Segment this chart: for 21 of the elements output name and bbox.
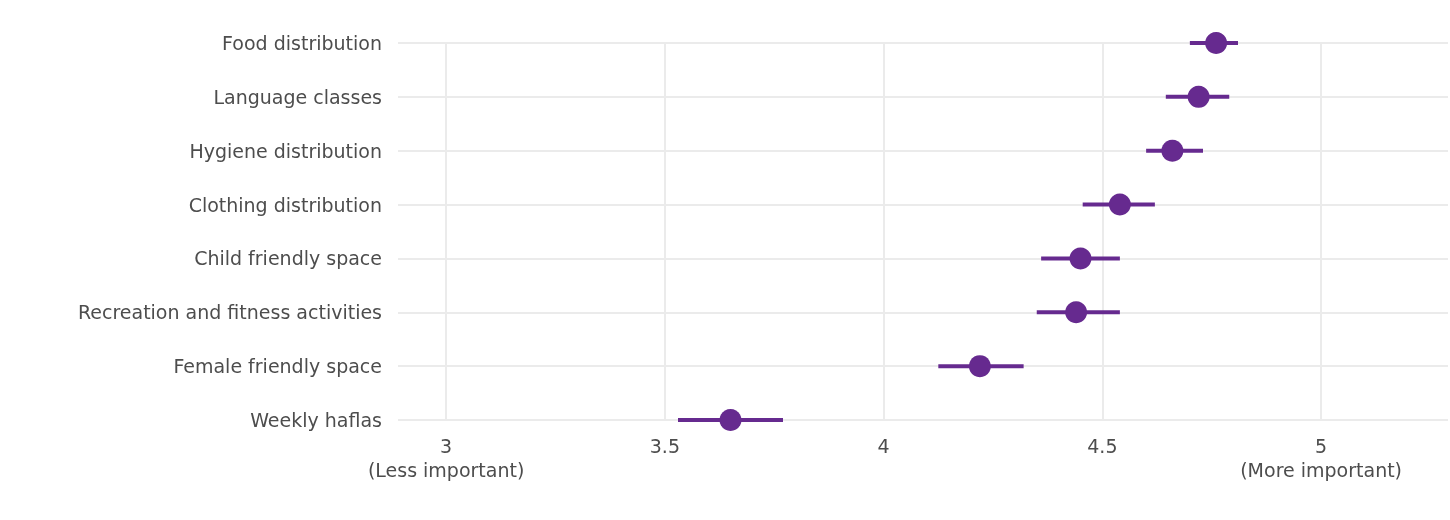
point (1187, 85, 1210, 108)
point (1161, 139, 1184, 162)
y-tick-label: Clothing distribution (188, 193, 382, 216)
point (1108, 193, 1131, 216)
point (1069, 247, 1092, 270)
y-tick-label: Child friendly space (194, 247, 382, 270)
point (719, 409, 742, 431)
y-tick-label: Hygiene distribution (189, 139, 382, 162)
y-tick-label: Recreation and fitness activities (77, 301, 382, 324)
x-tick-label: 4.5 (1087, 435, 1118, 457)
x-tick-label: 4 (877, 435, 890, 457)
y-tick-label: Language classes (213, 85, 382, 108)
y-tick-label: Weekly haflas (250, 409, 382, 431)
y-tick-label: Food distribution (222, 32, 382, 54)
x-tick-label: 5 (More important) (1240, 435, 1403, 481)
x-tick-label: 3 (Less important) (367, 435, 525, 481)
point (968, 355, 991, 378)
y-tick-label: Female friendly space (173, 355, 382, 378)
point (1205, 32, 1228, 54)
point (1065, 301, 1088, 324)
x-tick-label: 3.5 (649, 435, 680, 457)
